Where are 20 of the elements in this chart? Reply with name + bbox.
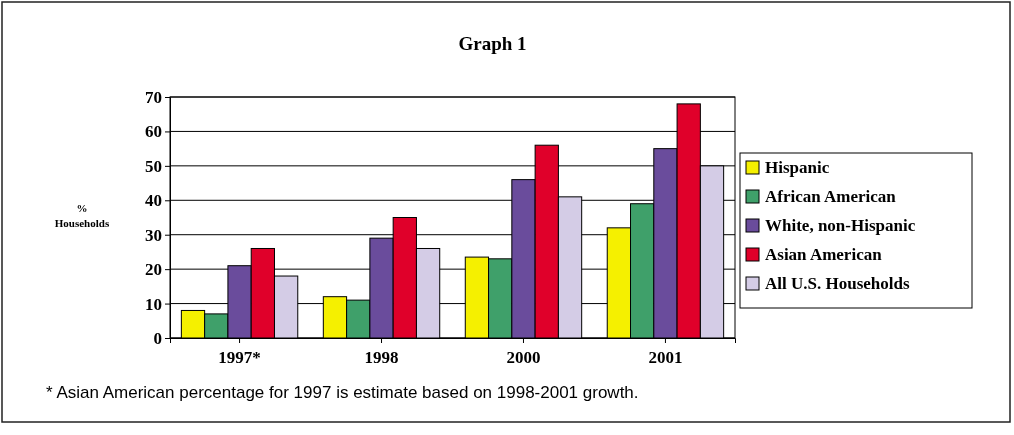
legend-label: Asian American [765,245,883,264]
y-tick-label: 50 [145,156,162,176]
x-tick-label: 2001 [648,348,683,367]
y-tick-label: 40 [145,191,162,211]
y-tick-label: 60 [145,122,162,142]
y-tick-label: 30 [145,225,162,245]
legend-label: All U.S. Households [765,274,910,293]
legend-label: White, non-Hispanic [765,216,916,235]
chart-title: Graph 1 [458,33,527,54]
x-tick-label: 1997* [218,348,261,367]
legend-label: Hispanic [765,158,830,177]
legend-label: African American [765,187,897,206]
y-tick-label: 0 [153,328,162,348]
x-tick-label: 1998 [364,348,399,367]
y-tick-label: 70 [145,87,162,107]
x-tick-label: 2000 [506,348,541,367]
text: * Asian American percentage for 1997 is estimate based on 1998-2001 growth. [46,383,639,402]
y-axis-title: % Households [54,202,110,229]
y-tick-label: 20 [145,260,162,280]
y-tick-label: 10 [145,294,162,314]
